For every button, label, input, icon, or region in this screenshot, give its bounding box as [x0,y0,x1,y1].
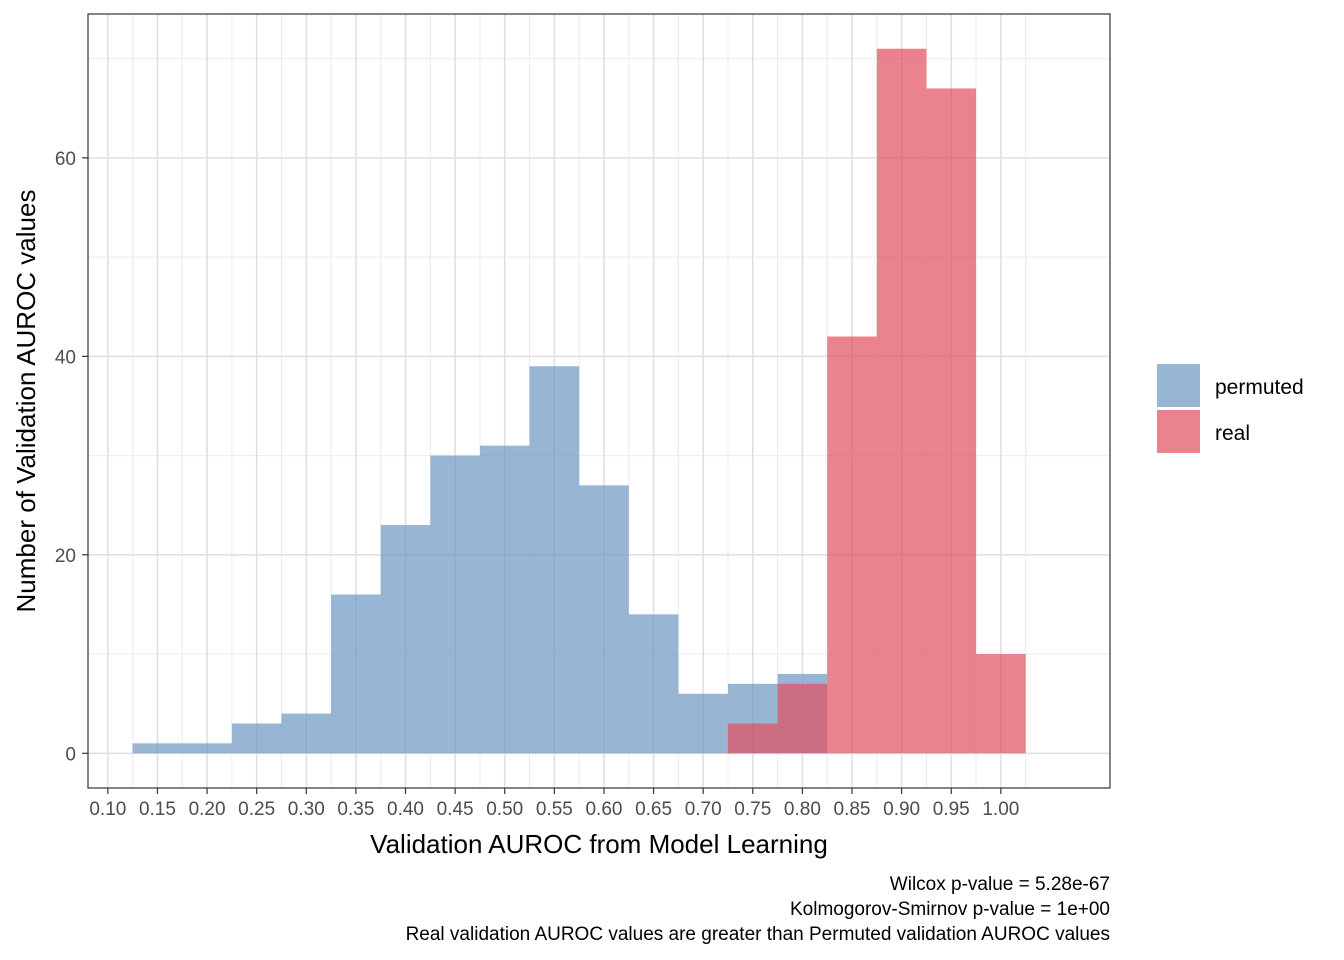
y-tick-label: 60 [55,149,76,170]
bar-permuted [182,743,232,754]
x-tick-label: 0.65 [635,799,672,820]
x-tick-label: 1.00 [982,799,1019,820]
bar-permuted [628,614,679,754]
x-tick-label: 0.40 [387,799,424,820]
x-tick-label: 0.20 [189,799,226,820]
x-tick-label: 0.45 [437,799,474,820]
bar-real [976,654,1026,754]
bar-real [827,336,877,754]
x-tick-label: 0.70 [685,799,722,820]
bar-permuted [331,594,381,754]
x-tick-label: 0.25 [238,799,275,820]
bar-permuted [479,445,530,754]
x-axis-title: Validation AUROC from Model Learning [370,829,828,859]
caption-conclusion: Real validation AUROC values are greater… [406,924,1110,945]
bar-real [926,88,977,754]
y-tick-label: 0 [65,744,76,765]
x-tick-label: 0.10 [89,799,126,820]
legend-key-permuted [1157,364,1200,407]
x-tick-label: 0.60 [585,799,622,820]
caption-ks: Kolmogorov-Smirnov p-value = 1e+00 [790,899,1110,920]
legend-label-real: real [1215,422,1250,445]
bar-permuted [281,713,332,754]
bar-permuted [579,485,629,754]
x-tick-label: 0.95 [933,799,970,820]
y-axis: 0 20 40 60 [55,149,88,765]
caption-wilcox: Wilcox p-value = 5.28e-67 [890,874,1110,895]
x-tick-label: 0.50 [486,799,523,820]
x-tick-label: 0.85 [834,799,871,820]
bar-permuted [430,455,480,754]
y-axis-title: Number of Validation AUROC values [11,190,41,613]
x-tick-label: 0.30 [288,799,325,820]
legend-key-real [1157,410,1200,453]
y-tick-label: 40 [55,347,76,368]
caption: Wilcox p-value = 5.28e-67 Kolmogorov-Smi… [406,874,1110,945]
bar-permuted [380,525,431,754]
histogram-bars [132,48,1026,754]
bar-real [777,683,828,754]
x-tick-label: 0.35 [337,799,374,820]
legend: permuted real [1157,364,1304,453]
bar-permuted [529,366,580,754]
bar-permuted [678,693,728,754]
x-tick-label: 0.55 [536,799,573,820]
bar-permuted [132,743,183,754]
x-tick-label: 0.75 [734,799,771,820]
x-tick-label: 0.90 [883,799,920,820]
legend-label-permuted: permuted [1215,376,1304,399]
x-axis: 0.10 0.15 0.20 0.25 0.30 0.35 0.40 0.45 0.50 0.55… [89,788,1019,820]
plot-panel-border [87,13,1111,789]
bar-real [727,723,778,754]
bar-real [876,48,927,754]
y-tick-label: 20 [55,546,76,567]
bar-permuted [231,723,282,754]
x-tick-label: 0.15 [139,799,176,820]
x-tick-label: 0.80 [784,799,821,820]
